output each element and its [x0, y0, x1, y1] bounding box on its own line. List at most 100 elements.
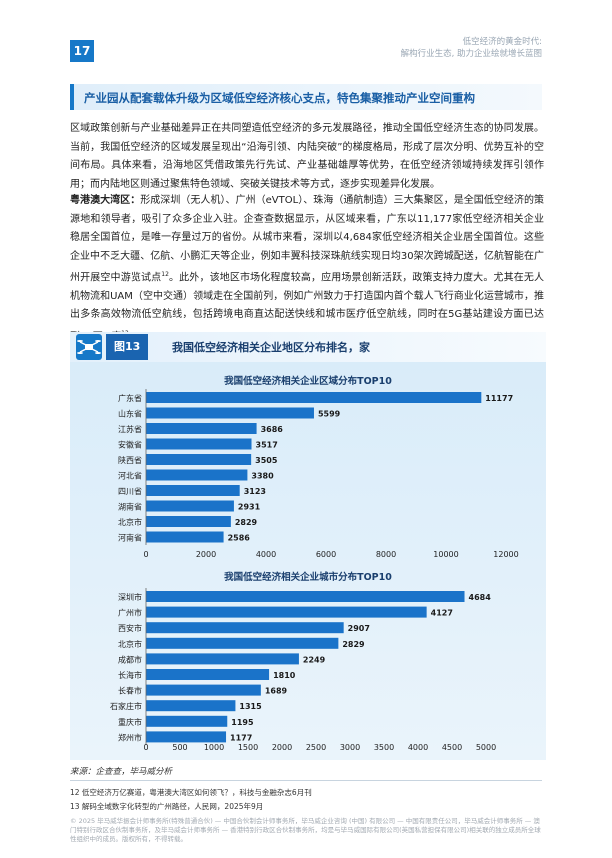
data-label: 1195 — [231, 718, 254, 727]
bar — [146, 500, 234, 512]
paragraph-gba-body: 形成深圳（无人机）、广州（eVTOL）、珠海（通航制造）三大集聚区，是全国低空经… — [70, 195, 545, 284]
category-label: 西安市 — [118, 623, 142, 633]
tick-label: 4500 — [442, 743, 462, 752]
figure-title: 我国低空经济相关企业地区分布排名，家 — [172, 341, 370, 354]
copyright-notice: © 2025 毕马威华振会计师事务所(特殊普通合伙) — 中国合伙制会计师事务所… — [70, 817, 541, 843]
tick-label: 12000 — [493, 550, 518, 559]
bar — [146, 637, 339, 649]
page-number: 17 — [70, 40, 94, 62]
data-label: 3380 — [251, 472, 274, 481]
footnote-12: 12 低空经济万亿赛道，粤港澳大湾区如何领飞？，科技与金融杂志6月刊 — [70, 788, 312, 797]
bar — [146, 485, 240, 496]
category-label: 陕西省 — [118, 455, 142, 465]
header-title: 低空经济的黄金时代: 解构行业生态, 助力企业绘就增长蓝图 — [401, 36, 542, 60]
header-title-line2: 解构行业生态, 助力企业绘就增长蓝图 — [400, 49, 542, 59]
bar — [146, 622, 344, 634]
category-label: 江苏省 — [118, 424, 142, 434]
category-label: 湖南省 — [118, 502, 142, 512]
data-label: 4127 — [431, 609, 453, 618]
paragraph-gba: 粤港澳大湾区：形成深圳（无人机）、广州（eVTOL）、珠海（通航制造）三大集聚区… — [70, 192, 544, 347]
data-label: 3686 — [261, 425, 284, 434]
category-label: 安徽省 — [118, 440, 142, 450]
category-label: 河南省 — [118, 533, 142, 543]
header-title-line1: 低空经济的黄金时代: — [462, 37, 542, 47]
data-label: 5599 — [318, 410, 341, 419]
drone-icon — [76, 334, 102, 360]
category-label: 北京市 — [118, 517, 142, 527]
tick-label: 500 — [172, 743, 187, 752]
bar — [146, 653, 299, 665]
bar — [146, 606, 427, 618]
data-label: 2907 — [348, 624, 370, 633]
bar — [146, 700, 236, 712]
bar — [146, 591, 465, 602]
tick-label: 3500 — [374, 743, 394, 752]
data-label: 3517 — [256, 441, 278, 450]
category-label: 郑州市 — [118, 732, 142, 742]
data-label: 11177 — [485, 394, 513, 403]
data-label: 2829 — [342, 640, 365, 649]
tick-label: 8000 — [376, 550, 396, 559]
paragraph-gba-lead: 粤港澳大湾区： — [70, 195, 141, 206]
bar — [146, 407, 314, 419]
tick-label: 1500 — [238, 743, 258, 752]
bar — [146, 454, 252, 465]
category-label: 广州市 — [118, 608, 142, 618]
tick-label: 2500 — [306, 743, 326, 752]
category-label: 石家庄市 — [110, 701, 142, 711]
category-label: 广东省 — [118, 393, 142, 403]
bar — [146, 684, 261, 696]
section-heading-text: 产业园从配套载体升级为区域低空经济核心支点，特色集聚推动产业空间重构 — [84, 91, 475, 105]
source-note: 来源：企查查，毕马威分析 — [70, 767, 173, 777]
section-heading: 产业园从配套载体升级为区域低空经济核心支点，特色集聚推动产业空间重构 — [70, 84, 542, 110]
bar — [146, 392, 482, 403]
data-label: 2829 — [235, 518, 258, 527]
data-label: 2586 — [228, 534, 251, 543]
bar — [146, 669, 270, 680]
tick-label: 5000 — [476, 743, 496, 752]
data-label: 1689 — [265, 687, 288, 696]
chart-panel: 我国低空经济相关企业区域分布TOP10 广东省 11177 山东省 5599 江苏省 368… — [70, 362, 546, 760]
data-label: 1177 — [230, 733, 252, 742]
tick-label: 0 — [143, 743, 148, 752]
category-label: 长春市 — [118, 686, 142, 696]
bar — [146, 438, 252, 450]
data-label: 4684 — [469, 593, 492, 602]
section-heading-accent-bar — [70, 84, 74, 110]
tick-label: 4000 — [408, 743, 428, 752]
tick-label: 2000 — [272, 743, 292, 752]
tick-label: 1000 — [204, 743, 224, 752]
tick-label: 0 — [143, 550, 148, 559]
paragraph-intro: 区域政策创新与产业基础差异正在共同塑造低空经济的多元发展路径，推动全国低空经济生… — [70, 123, 544, 190]
data-label: 2249 — [303, 655, 326, 664]
data-label: 2931 — [238, 503, 261, 512]
bar — [146, 423, 257, 434]
bar — [146, 531, 224, 543]
category-label: 深圳市 — [118, 592, 142, 602]
footnote-ref-12: 12 — [161, 271, 169, 278]
bar — [146, 715, 228, 727]
category-label: 长海市 — [118, 670, 142, 680]
bar — [146, 516, 231, 527]
category-label: 重庆市 — [118, 717, 142, 727]
chart-title: 我国低空经济相关企业城市分布TOP10 — [224, 571, 392, 583]
chart-svg: 我国低空经济相关企业区域分布TOP10 广东省 11177 山东省 5599 江苏省 368… — [110, 375, 519, 752]
divider — [70, 780, 542, 781]
tick-label: 2000 — [196, 550, 216, 559]
bar — [146, 469, 248, 481]
tick-label: 4000 — [256, 550, 276, 559]
chart-title: 我国低空经济相关企业区域分布TOP10 — [224, 375, 392, 387]
tick-label: 6000 — [316, 550, 336, 559]
figure-label: 图13 — [106, 334, 149, 360]
category-label: 北京市 — [118, 639, 142, 649]
tick-label: 10000 — [433, 550, 458, 559]
category-label: 山东省 — [118, 409, 142, 419]
data-label: 3505 — [255, 456, 278, 465]
footnote-13: 13 解码全域数字化转型的广州路径，人民网，2025年9月 — [70, 802, 264, 811]
data-label: 1810 — [273, 671, 296, 680]
bar — [146, 731, 227, 743]
category-label: 四川省 — [118, 486, 142, 496]
data-label: 1315 — [239, 702, 262, 711]
category-label: 成都市 — [118, 654, 142, 664]
figure-header: 图13 我国低空经济相关企业地区分布排名，家 — [70, 332, 546, 362]
